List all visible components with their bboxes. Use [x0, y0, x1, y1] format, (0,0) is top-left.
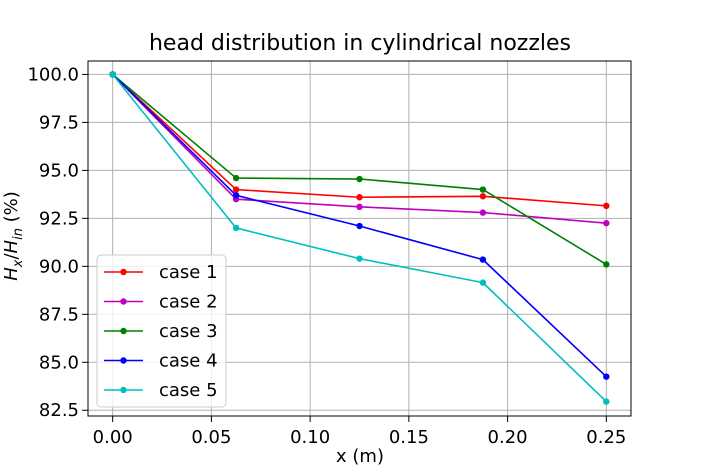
legend-marker [120, 327, 127, 335]
x-tick-label: 0.20 [488, 427, 528, 448]
y-axis-label-h-in: H [1, 239, 22, 253]
legend-item: case 4 [104, 351, 218, 372]
legend-label: case 3 [159, 321, 218, 342]
legend-item: case 2 [104, 292, 218, 313]
data-point [603, 219, 610, 227]
data-point [109, 71, 116, 78]
data-point [232, 186, 240, 193]
data-series [109, 71, 610, 405]
data-point [356, 255, 363, 262]
legend-marker [120, 268, 127, 276]
legend: case 1 case 2 case 3 case 4 case 5 [96, 254, 227, 408]
y-tick-label: 92.5 [39, 208, 79, 229]
legend-item: case 1 [104, 262, 218, 283]
y-axis-label-subscript-x: x [11, 259, 26, 268]
data-point [479, 209, 487, 216]
data-point [232, 174, 240, 182]
x-tick-label: 0.15 [389, 427, 429, 448]
x-tick-label: 0.05 [191, 427, 231, 448]
data-point [356, 194, 363, 201]
legend-item: case 5 [104, 380, 218, 401]
series-3 [109, 71, 610, 268]
grid [88, 61, 631, 416]
plot-area-frame [87, 60, 632, 417]
data-point [479, 279, 487, 286]
data-point [603, 398, 610, 405]
x-tick-label: 0.10 [290, 427, 330, 448]
y-tick-label: 87.5 [39, 304, 79, 325]
data-point [356, 203, 363, 211]
data-point [356, 222, 363, 230]
series-1 [109, 71, 610, 210]
y-tick-label: 85.0 [39, 352, 79, 373]
y-axis-label-h: H [1, 267, 22, 281]
legend-item: case 3 [104, 321, 218, 342]
data-point [356, 175, 363, 183]
series-line [112, 73, 607, 266]
legend-marker [120, 357, 127, 364]
series-5 [109, 71, 610, 405]
axis-ticks: 0.00 0.05 0.10 0.15 0.20 0.25 82.5 85.0 87.5 90.0… [27, 64, 626, 448]
y-axis-label-slash: / [1, 253, 22, 260]
data-point [479, 193, 487, 200]
legend-marker [120, 386, 127, 394]
data-point [603, 202, 610, 210]
y-axis-label-subscript-in: in [11, 228, 26, 240]
y-tick-label: 90.0 [39, 256, 79, 277]
legend-label: case 4 [159, 351, 218, 372]
y-tick-label: 100.0 [27, 64, 79, 85]
legend-label: case 2 [159, 292, 218, 313]
data-point [232, 192, 240, 199]
series-line [112, 73, 607, 207]
series-4 [109, 71, 610, 380]
legend-marker [120, 298, 127, 305]
x-tick-label: 0.00 [93, 427, 133, 448]
x-tick-label: 0.25 [586, 427, 626, 448]
data-point [479, 186, 487, 193]
legend-label: case 5 [159, 380, 218, 401]
data-point [479, 256, 487, 263]
y-tick-label: 95.0 [39, 160, 79, 181]
x-axis-label: x (m) [336, 446, 384, 467]
data-point [603, 373, 610, 380]
data-point [603, 261, 610, 268]
y-axis-label-unit: (%) [1, 191, 22, 228]
y-tick-label: 97.5 [39, 112, 79, 133]
series-2 [109, 71, 610, 227]
legend-label: case 1 [159, 262, 218, 283]
y-axis-label: Hx/Hin (%) [1, 191, 26, 281]
chart-title: head distribution in cylindrical nozzles [149, 31, 571, 56]
data-point [232, 224, 240, 232]
y-tick-label: 82.5 [39, 400, 79, 421]
legend-box [96, 254, 227, 408]
